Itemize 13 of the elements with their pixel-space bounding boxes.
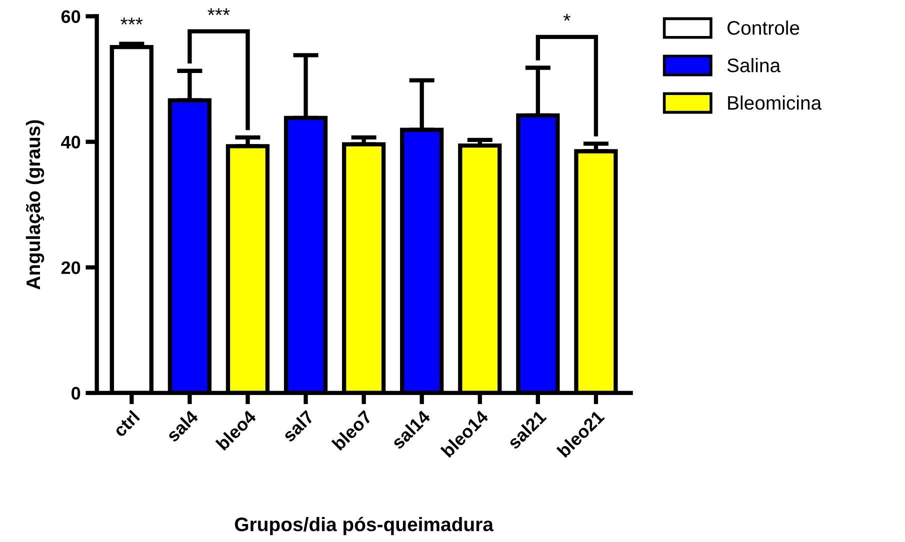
annotation: *** xyxy=(120,18,143,25)
x-tick-label: ctrl xyxy=(112,410,140,438)
x-axis-title: Grupos/dia pós-queimadura xyxy=(234,516,494,536)
legend-label: Controle xyxy=(728,20,800,35)
legend-label: Bleomicina xyxy=(728,96,822,110)
legend-label: Salina xyxy=(727,58,781,72)
y-tick-label: 40 xyxy=(61,136,80,149)
annotation: * xyxy=(563,14,570,21)
y-tick-label: 0 xyxy=(72,386,80,400)
y-axis-title: Angulação (graus) xyxy=(26,120,44,290)
y-tick-label: 20 xyxy=(61,261,80,274)
y-tick-label: 60 xyxy=(61,10,80,23)
text: *** xyxy=(208,8,230,16)
